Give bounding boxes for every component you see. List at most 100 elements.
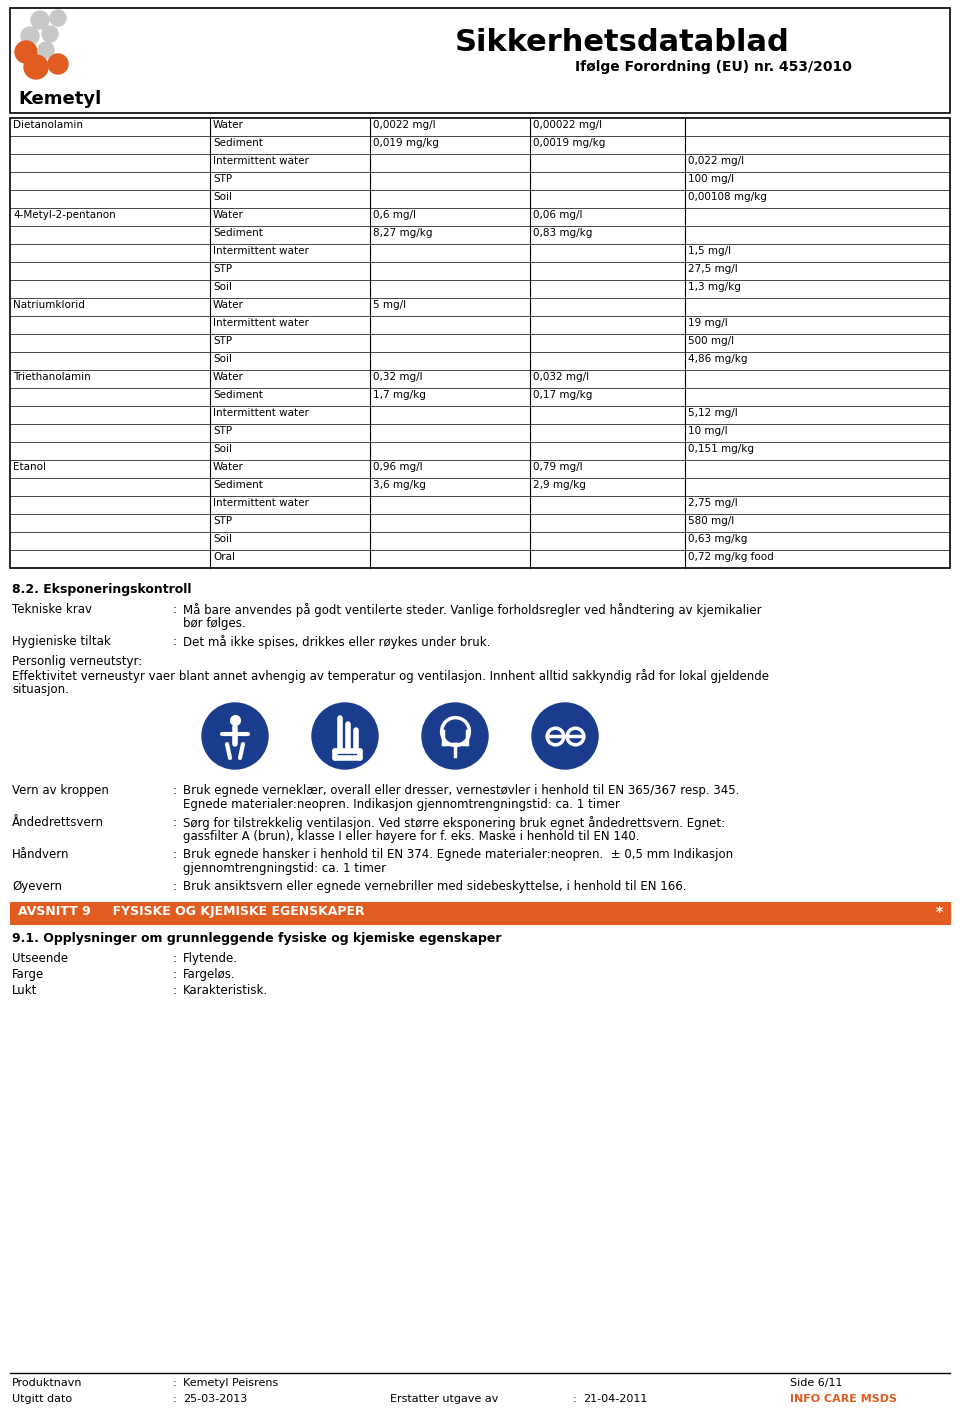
Text: 19 mg/l: 19 mg/l [688,318,728,328]
Circle shape [422,703,488,769]
Bar [10,902,950,923]
Text: :: : [173,1394,177,1404]
Circle shape [50,10,66,25]
Text: Oral: Oral [213,551,235,561]
Text: 25-03-2013: 25-03-2013 [183,1394,248,1404]
Text: 0,6 mg/l: 0,6 mg/l [373,211,416,221]
Text: 0,06 mg/l: 0,06 mg/l [533,211,583,221]
Text: 0,019 mg/kg: 0,019 mg/kg [373,139,439,148]
Text: 0,151 mg/kg: 0,151 mg/kg [688,444,754,454]
Circle shape [38,42,54,58]
Text: 0,63 mg/kg: 0,63 mg/kg [688,534,748,544]
Text: bør følges.: bør følges. [183,617,246,631]
Text: 27,5 mg/l: 27,5 mg/l [688,264,737,274]
Text: Sørg for tilstrekkelig ventilasjon. Ved større eksponering bruk egnet åndedretts: Sørg for tilstrekkelig ventilasjon. Ved … [183,816,725,830]
Text: 1,3 mg/kg: 1,3 mg/kg [688,281,741,293]
Text: STP: STP [213,516,232,526]
Text: Natriumklorid: Natriumklorid [13,300,84,310]
Text: 100 mg/l: 100 mg/l [688,174,734,184]
Text: Bruk ansiktsvern eller egnede vernebriller med sidebeskyttelse, i henhold til EN: Bruk ansiktsvern eller egnede vernebrill… [183,880,686,894]
Text: Personlig verneutstyr:: Personlig verneutstyr: [12,655,142,667]
Text: STP: STP [213,426,232,436]
Text: Ifølge Forordning (EU) nr. 453/2010: Ifølge Forordning (EU) nr. 453/2010 [575,59,852,74]
Text: Sediment: Sediment [213,390,263,400]
Text: Intermittent water: Intermittent water [213,409,309,419]
Text: Bruk egnede hansker i henhold til EN 374. Egnede materialer:neopren.  ± 0,5 mm I: Bruk egnede hansker i henhold til EN 374… [183,848,733,861]
Text: :: : [173,1379,177,1389]
Text: Hygieniske tiltak: Hygieniske tiltak [12,635,110,648]
Text: Utgitt dato: Utgitt dato [12,1394,72,1404]
Text: 1,5 mg/l: 1,5 mg/l [688,246,732,256]
Text: Lukt: Lukt [12,984,37,997]
Circle shape [312,703,378,769]
Text: 10 mg/l: 10 mg/l [688,426,728,436]
Text: 5 mg/l: 5 mg/l [373,300,406,310]
Text: gassfilter A (brun), klasse I eller høyere for f. eks. Maske i henhold til EN 14: gassfilter A (brun), klasse I eller høye… [183,830,639,843]
Text: Flytende.: Flytende. [183,952,238,964]
Text: Etanol: Etanol [13,462,46,472]
Text: 500 mg/l: 500 mg/l [688,337,734,346]
Text: :: : [173,783,177,797]
Text: Farge: Farge [12,969,44,981]
Text: 2,9 mg/kg: 2,9 mg/kg [533,479,586,491]
Text: Erstatter utgave av: Erstatter utgave av [390,1394,498,1404]
Circle shape [24,55,48,79]
Text: STP: STP [213,264,232,274]
Text: 0,96 mg/l: 0,96 mg/l [373,462,422,472]
Text: Water: Water [213,300,244,310]
Text: Water: Water [213,372,244,382]
Bar [10,8,950,113]
Text: Egnede materialer:neopren. Indikasjon gjennomtrengningstid: ca. 1 timer: Egnede materialer:neopren. Indikasjon gj… [183,797,620,812]
Text: Tekniske krav: Tekniske krav [12,602,92,617]
Text: :: : [173,635,177,648]
Text: Må bare anvendes på godt ventilerte steder. Vanlige forholdsregler ved håndterin: Må bare anvendes på godt ventilerte sted… [183,602,761,617]
Text: 8.2. Eksponeringskontroll: 8.2. Eksponeringskontroll [12,583,191,595]
Text: *: * [936,905,943,919]
Text: situasjon.: situasjon. [12,683,69,696]
Text: 4,86 mg/kg: 4,86 mg/kg [688,354,748,363]
Text: Kemetyl: Kemetyl [18,90,101,107]
Text: Øyevern: Øyevern [12,880,62,894]
Text: :: : [173,848,177,861]
Text: 0,83 mg/kg: 0,83 mg/kg [533,228,592,238]
Text: Soil: Soil [213,192,232,202]
Text: 0,00108 mg/kg: 0,00108 mg/kg [688,192,767,202]
Bar [10,117,950,568]
Text: Bruk egnede verneklær, overall eller dresser, vernestøvler i henhold til EN 365/: Bruk egnede verneklær, overall eller dre… [183,783,739,797]
Text: Kemetyl Peisrens: Kemetyl Peisrens [183,1379,278,1389]
Text: STP: STP [213,337,232,346]
Text: Sediment: Sediment [213,139,263,148]
Text: 0,32 mg/l: 0,32 mg/l [373,372,422,382]
Text: Effektivitet verneustyr vaer blant annet avhengig av temperatur og ventilasjon. : Effektivitet verneustyr vaer blant annet… [12,669,769,683]
Text: Sediment: Sediment [213,228,263,238]
Text: Intermittent water: Intermittent water [213,318,309,328]
Text: Intermittent water: Intermittent water [213,498,309,508]
Circle shape [48,54,68,74]
Text: Dietanolamin: Dietanolamin [13,120,83,130]
Text: Intermittent water: Intermittent water [213,246,309,256]
Text: Fargeløs.: Fargeløs. [183,969,235,981]
Text: Triethanolamin: Triethanolamin [13,372,91,382]
Circle shape [21,27,39,45]
Text: 3,6 mg/kg: 3,6 mg/kg [373,479,426,491]
Text: 5,12 mg/l: 5,12 mg/l [688,409,737,419]
Circle shape [532,703,598,769]
Text: Soil: Soil [213,354,232,363]
Text: :: : [173,880,177,894]
Text: Sediment: Sediment [213,479,263,491]
Circle shape [42,25,58,42]
Text: Produktnavn: Produktnavn [12,1379,83,1389]
Text: 0,032 mg/l: 0,032 mg/l [533,372,589,382]
Text: 1,7 mg/kg: 1,7 mg/kg [373,390,426,400]
Text: 0,022 mg/l: 0,022 mg/l [688,156,744,165]
Text: INFO CARE MSDS: INFO CARE MSDS [790,1394,897,1404]
Text: Side 6/11: Side 6/11 [790,1379,843,1389]
Text: :: : [173,984,177,997]
Text: Det må ikke spises, drikkes eller røykes under bruk.: Det må ikke spises, drikkes eller røykes… [183,635,491,649]
Text: STP: STP [213,174,232,184]
Text: 0,79 mg/l: 0,79 mg/l [533,462,583,472]
Text: 4-Metyl-2-pentanon: 4-Metyl-2-pentanon [13,211,116,221]
Text: Soil: Soil [213,444,232,454]
Text: Intermittent water: Intermittent water [213,156,309,165]
Text: Håndvern: Håndvern [12,848,69,861]
